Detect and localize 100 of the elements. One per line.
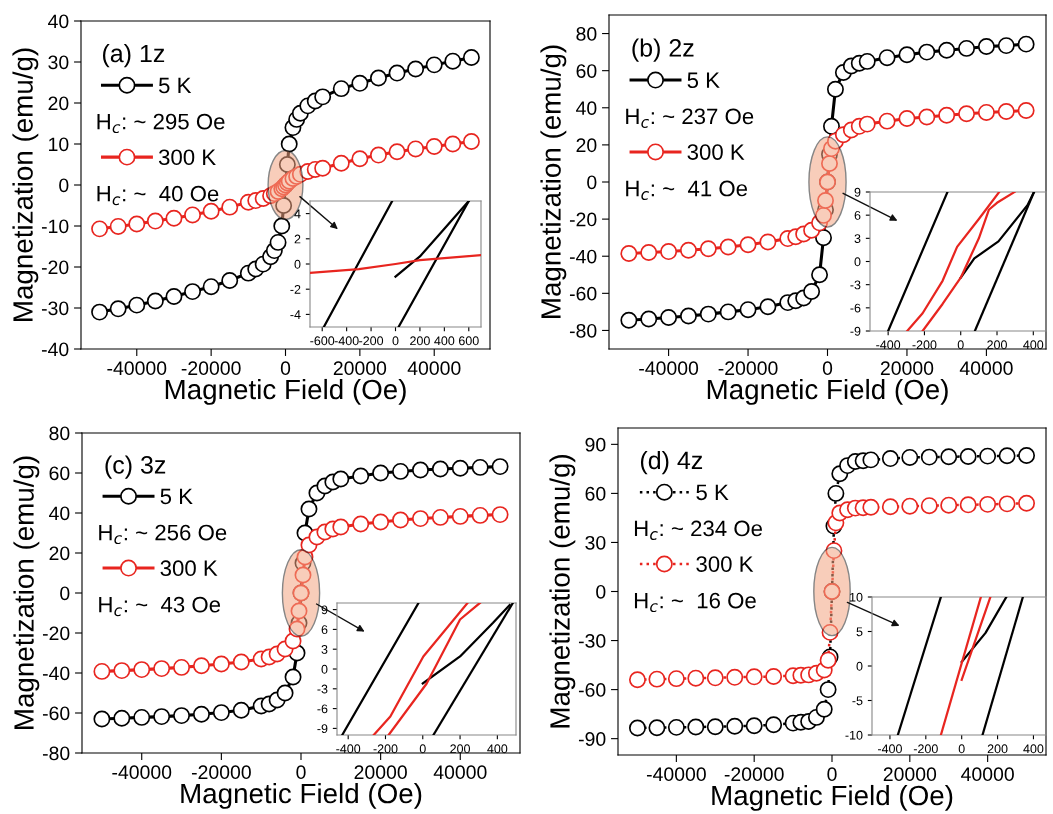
y-tick-label: -3 <box>317 684 328 694</box>
x-tick-label: 20000 <box>883 767 937 782</box>
annotation: (d) 4z <box>640 450 703 475</box>
x-tick-label: 40000 <box>959 361 1013 376</box>
y-axis-title: Magnetization (emu/g) <box>540 45 567 318</box>
x-tick-label: 0 <box>392 336 399 346</box>
y-tick-label: 3 <box>854 234 861 243</box>
x-tick-label: -400 <box>336 744 361 754</box>
y-tick-label: 0 <box>59 178 69 193</box>
y-tick-label: -80 <box>42 746 70 761</box>
y-tick-label: -10 <box>41 219 69 234</box>
y-tick-label: -60 <box>578 683 606 697</box>
x-tick-label: 200 <box>987 744 1008 754</box>
annotation: (b) 2z <box>632 38 694 62</box>
y-tick-label: -40 <box>42 666 70 681</box>
annotation: H$_{c}$: ~ 40 Oe <box>97 185 219 206</box>
annotation: (a) 1z <box>103 43 165 68</box>
y-tick-label: 10 <box>850 592 863 602</box>
x-tick-label: 40000 <box>433 765 487 780</box>
x-tick-label: -20000 <box>718 361 778 376</box>
x-tick-label: 400 <box>487 744 508 754</box>
y-tick-label: 40 <box>48 14 69 29</box>
y-tick-label: 40 <box>49 506 70 521</box>
y-tick-label: 0 <box>294 259 301 269</box>
y-tick-label: 40 <box>576 101 597 116</box>
y-tick-label: 0 <box>60 586 70 601</box>
x-tick-label: 20000 <box>333 361 387 376</box>
x-tick-label: 20000 <box>880 361 934 376</box>
y-tick-label: -20 <box>41 260 69 275</box>
y-tick-label: 2 <box>294 234 301 244</box>
annotation: H$_{c}$: ~ 237 Oe <box>626 108 754 128</box>
x-tick-label: 20000 <box>354 765 407 780</box>
x-tick-label: 400 <box>1023 744 1044 754</box>
y-tick-label: -6 <box>850 303 861 313</box>
y-tick-label: -10 <box>845 730 863 740</box>
x-tick-label: -40000 <box>107 361 167 376</box>
y-tick-label: -30 <box>578 634 606 648</box>
x-tick-label: 200 <box>410 336 430 346</box>
y-axis-title: Magnetization (emu/g) <box>13 456 40 729</box>
x-tick-label: 0 <box>827 767 837 782</box>
y-tick-label: -60 <box>569 286 597 301</box>
y-tick-label: 20 <box>48 96 69 111</box>
annotation: H$_{c}$: ~ 16 Oe <box>634 592 756 613</box>
y-tick-label: -4 <box>290 310 301 319</box>
x-tick-label: 0 <box>958 744 965 754</box>
legend-label: 300 K <box>696 556 754 572</box>
y-tick-label: -40 <box>569 249 597 264</box>
y-tick-label: 9 <box>854 187 861 197</box>
x-tick-label: 400 <box>434 336 455 346</box>
x-tick-label: -400 <box>876 340 901 350</box>
x-tick-label: 400 <box>1023 340 1044 350</box>
y-tick-label: 60 <box>576 64 597 78</box>
x-tick-label: 200 <box>450 744 470 754</box>
y-axis-title: Magnetization (emu/g) <box>12 48 39 321</box>
x-tick-label: 0 <box>957 340 964 350</box>
x-tick-label: -200 <box>913 744 938 754</box>
y-tick-label: -20 <box>569 212 597 227</box>
x-tick-label: -400 <box>334 336 359 346</box>
x-tick-label: -20000 <box>724 767 784 782</box>
annotation: H$_{c}$: ~ 234 Oe <box>634 520 762 540</box>
x-tick-label: 200 <box>987 340 1007 350</box>
y-tick-label: 5 <box>856 627 863 637</box>
y-tick-label: -6 <box>317 704 328 714</box>
x-tick-label: -200 <box>912 340 937 350</box>
x-tick-label: -200 <box>373 744 398 754</box>
x-tick-label: -200 <box>359 336 384 346</box>
y-tick-label: 80 <box>576 27 597 41</box>
y-tick-label: -60 <box>42 706 70 721</box>
x-tick-label: -40000 <box>646 767 706 782</box>
y-tick-label: -20 <box>42 626 70 641</box>
y-tick-label: 0 <box>596 584 606 599</box>
annotation: H$_{c}$: ~ 41 Oe <box>626 180 748 200</box>
y-tick-label: 60 <box>49 466 70 481</box>
y-tick-label: 0 <box>854 257 861 267</box>
y-axis-title: Magnetization (emu/g) <box>549 455 576 728</box>
y-tick-label: 90 <box>585 437 606 452</box>
y-tick-label: 60 <box>585 486 606 501</box>
y-tick-label: 0 <box>856 661 863 671</box>
y-tick-label: 30 <box>585 535 606 550</box>
y-tick-label: -80 <box>569 323 597 338</box>
y-tick-label: 0 <box>587 175 597 190</box>
legend-label: 5 K <box>160 488 193 505</box>
y-tick-label: 20 <box>49 546 70 561</box>
y-tick-label: -9 <box>317 724 328 734</box>
y-tick-label: -9 <box>850 326 861 336</box>
legend-label: 300 K <box>160 560 218 577</box>
annotation: H$_{c}$: ~ 295 Oe <box>97 113 225 134</box>
x-tick-label: -40000 <box>639 361 699 376</box>
x-tick-label: 0 <box>419 744 426 754</box>
y-tick-label: -40 <box>41 342 69 357</box>
x-axis-title: Magnetic Field (Oe) <box>712 784 953 811</box>
y-tick-label: 0 <box>321 664 328 674</box>
legend-label: 5 K <box>687 72 720 89</box>
y-tick-label: 80 <box>49 426 70 441</box>
y-tick-label: 4 <box>294 209 301 219</box>
annotation: H$_{c}$: ~ 256 Oe <box>99 524 227 545</box>
x-axis-title: Magnetic Field (Oe) <box>165 378 406 405</box>
x-tick-label: 40000 <box>407 361 461 376</box>
x-tick-label: 600 <box>458 336 479 346</box>
legend-label: 300 K <box>158 149 216 166</box>
